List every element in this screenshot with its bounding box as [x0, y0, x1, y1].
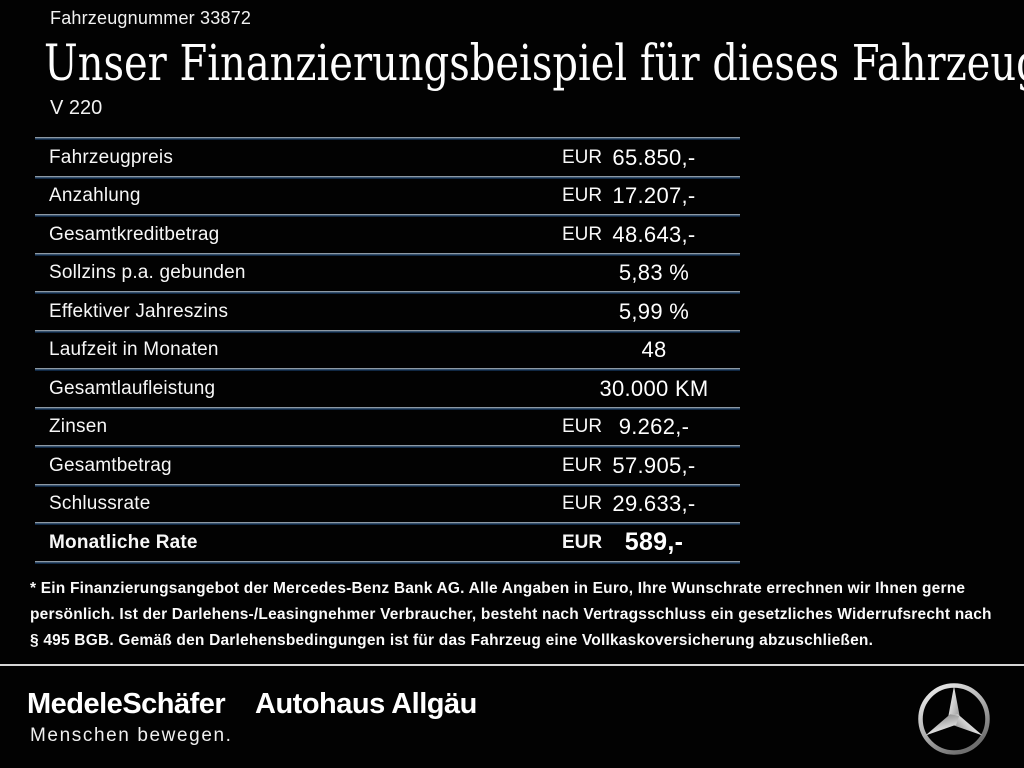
row-separator — [35, 252, 740, 256]
page-title: Unser Finanzierungsbeispiel für dieses F… — [44, 34, 1024, 92]
vehicle-model: V 220 — [50, 97, 103, 119]
row-label: Gesamtkreditbetrag — [49, 223, 220, 245]
row-label: Gesamtlaufleistung — [49, 377, 216, 399]
footnote-line: * Ein Finanzierungsangebot der Mercedes-… — [30, 580, 966, 597]
row-separator — [35, 368, 740, 371]
dealer-tagline: Menschen bewegen. — [30, 725, 233, 746]
dealer-logo-medeleschaefer: MedeleSchäfer — [27, 688, 226, 720]
row-separator — [35, 175, 740, 179]
row-value: 65.850,- — [612, 144, 696, 170]
finance-table-row: Zinsen EUR 9.262,- — [35, 410, 740, 446]
row-value: 30.000 KM — [599, 375, 709, 401]
row-currency: EUR — [562, 185, 603, 207]
row-label: Laufzeit in Monaten — [49, 339, 219, 361]
row-separator — [35, 329, 740, 333]
row-value: 5,99 % — [618, 298, 690, 324]
row-label: Schlussrate — [49, 493, 151, 515]
finance-table-row: Sollzins p.a. gebunden 5,83 % — [35, 256, 740, 292]
row-separator — [35, 137, 740, 140]
finance-table-row: Fahrzeugpreis EUR 65.850,- — [35, 140, 740, 176]
row-label: Effektiver Jahreszins — [49, 300, 229, 322]
row-currency: EUR — [562, 493, 603, 515]
row-separator — [35, 522, 740, 525]
row-separator — [35, 483, 740, 487]
row-value: 48.643,- — [612, 221, 696, 247]
row-separator — [35, 214, 740, 217]
finance-table-row: Effektiver Jahreszins 5,99 % — [35, 294, 740, 330]
row-label: Sollzins p.a. gebunden — [49, 262, 246, 284]
row-label: Fahrzeugpreis — [49, 146, 174, 168]
row-currency: EUR — [562, 416, 603, 438]
row-currency: EUR — [562, 454, 603, 476]
row-separator — [35, 406, 740, 410]
row-separator — [35, 445, 740, 448]
row-value: 29.633,- — [612, 491, 696, 517]
row-currency: EUR — [562, 223, 603, 245]
finance-table-row: Schlussrate EUR 29.633,- — [35, 487, 740, 523]
row-value: 48 — [641, 337, 667, 363]
finance-table-row: Gesamtbetrag EUR 57.905,- — [35, 448, 740, 484]
footnote-line: § 495 BGB. Gemäß den Darlehensbedingunge… — [30, 632, 874, 649]
row-label: Anzahlung — [49, 185, 141, 207]
legal-footnote: * Ein Finanzierungsangebot der Mercedes-… — [30, 576, 1020, 654]
row-value: 5,83 % — [618, 260, 690, 286]
row-separator — [35, 291, 740, 294]
finance-table-row: Monatliche Rate EUR 589,- — [35, 525, 740, 561]
row-value: 57.905,- — [612, 452, 696, 478]
finance-table-row: Laufzeit in Monaten 48 — [35, 333, 740, 369]
row-currency: EUR — [562, 146, 603, 168]
finance-table: Fahrzeugpreis EUR 65.850,- Anzahlung EUR… — [35, 137, 740, 564]
dealer-logo-autohaus-allgaeu: Autohaus Allgäu — [255, 688, 477, 720]
finance-table-row: Gesamtkreditbetrag EUR 48.643,- — [35, 217, 740, 253]
row-label: Gesamtbetrag — [49, 454, 172, 476]
row-separator — [35, 560, 740, 564]
vehicle-number: Fahrzeugnummer 33872 — [50, 8, 252, 28]
finance-table-row: Anzahlung EUR 17.207,- — [35, 179, 740, 215]
footnote-line: persönlich. Ist der Darlehens-/Leasingne… — [30, 606, 992, 623]
mercedes-star-svg — [918, 683, 990, 755]
footer-divider — [0, 664, 1024, 666]
row-label: Zinsen — [49, 416, 108, 438]
mercedes-star-icon — [914, 679, 994, 759]
finance-table-row: Gesamtlaufleistung 30.000 KM — [35, 371, 740, 407]
row-label: Monatliche Rate — [49, 531, 198, 553]
row-value: 9.262,- — [618, 414, 690, 440]
row-value: 17.207,- — [612, 183, 696, 209]
row-currency: EUR — [562, 531, 603, 553]
row-value: 589,- — [624, 528, 684, 557]
